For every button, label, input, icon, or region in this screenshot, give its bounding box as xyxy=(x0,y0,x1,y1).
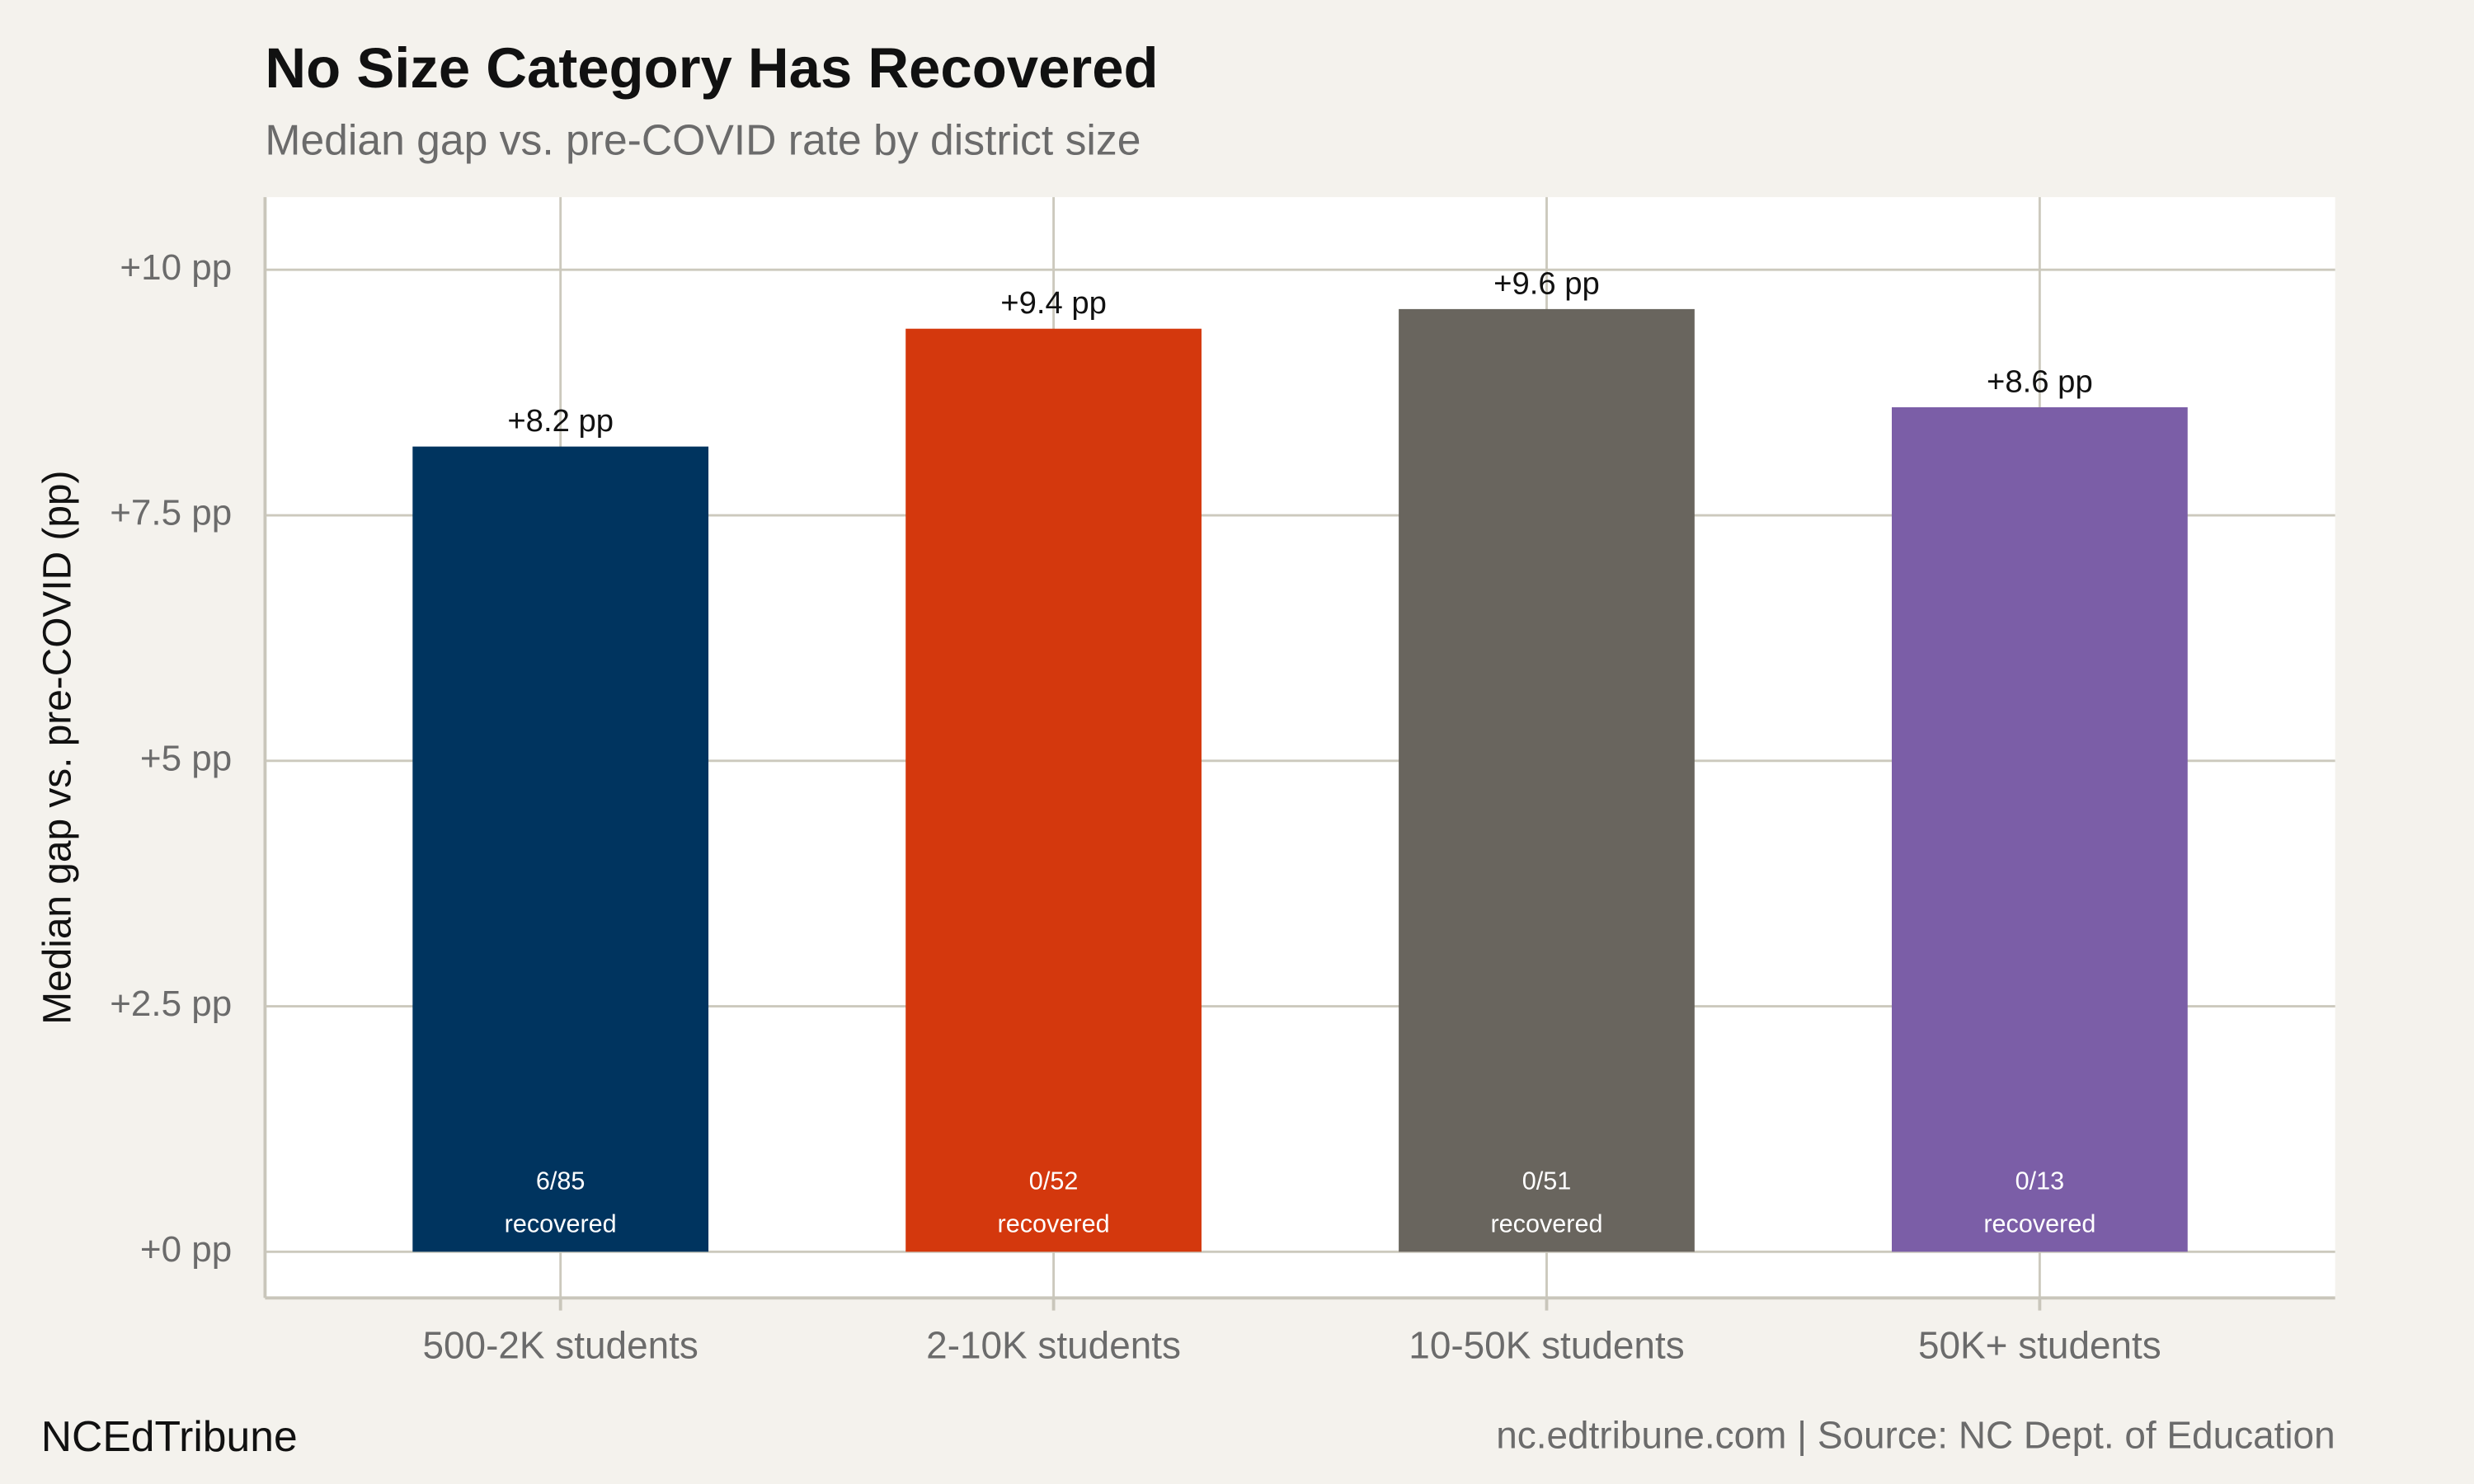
x-tick-label: 2-10K students xyxy=(926,1324,1181,1367)
y-axis-label: Median gap vs. pre-COVID (pp) xyxy=(35,471,79,1025)
y-tick-label: +0 pp xyxy=(140,1229,232,1270)
bar-note-count: 6/85 xyxy=(536,1167,586,1195)
chart-title: No Size Category Has Recovered xyxy=(265,36,1158,100)
bar xyxy=(1399,308,1695,1252)
y-tick-label: +7.5 pp xyxy=(110,493,232,533)
bar-note-count: 0/52 xyxy=(1029,1167,1079,1195)
value-label: +8.6 pp xyxy=(1987,364,2093,399)
x-tick-label: 500-2K students xyxy=(423,1324,698,1367)
bar xyxy=(905,328,1202,1252)
bar-note-text: recovered xyxy=(998,1209,1110,1237)
bar-note-count: 0/13 xyxy=(2015,1167,2065,1195)
y-tick-label: +2.5 pp xyxy=(110,984,232,1024)
y-tick-label: +10 pp xyxy=(120,247,232,288)
y-tick-label: +5 pp xyxy=(140,738,232,778)
value-label: +9.6 pp xyxy=(1493,265,1600,301)
chart-subtitle: Median gap vs. pre-COVID rate by distric… xyxy=(265,116,1141,164)
bar xyxy=(1892,406,2188,1252)
value-label: +8.2 pp xyxy=(507,403,614,439)
brand: NCEdTribune xyxy=(41,1412,298,1460)
source: nc.edtribune.com | Source: NC Dept. of E… xyxy=(1496,1414,2335,1457)
bar-note-text: recovered xyxy=(505,1209,617,1237)
x-tick-label: 10-50K students xyxy=(1409,1324,1684,1367)
bar-note-text: recovered xyxy=(1490,1209,1602,1237)
x-tick-label: 50K+ students xyxy=(1918,1324,2161,1367)
marks: +8.2 pp 6/85 recovered +9.4 pp 0/52 recovered… xyxy=(412,265,2188,1252)
bar-note-text: recovered xyxy=(1983,1209,2095,1237)
value-label: +9.4 pp xyxy=(1000,285,1107,321)
bar-note-count: 0/51 xyxy=(1522,1167,1572,1195)
bar xyxy=(412,446,709,1252)
